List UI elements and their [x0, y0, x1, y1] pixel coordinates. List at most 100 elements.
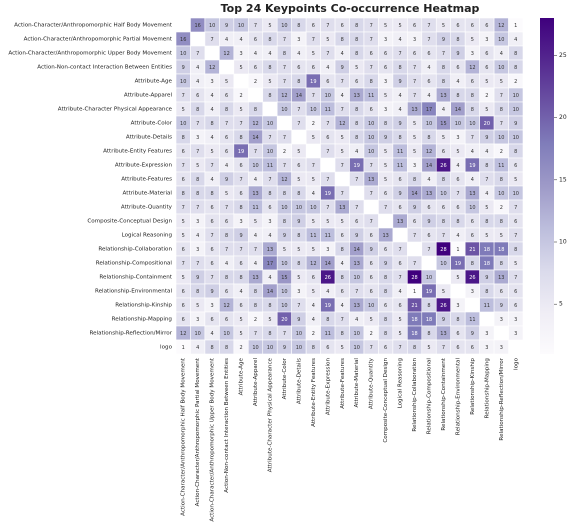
cell-label: 5	[442, 135, 445, 141]
cell-label: 3	[413, 37, 416, 43]
x-tick-label: Attribute-Features	[340, 358, 346, 409]
y-tick-label: Logical Reasoning	[122, 233, 173, 239]
cell-label: 8	[254, 107, 257, 113]
cell-label: 8	[283, 191, 286, 197]
cell-label: 7	[312, 163, 315, 169]
cell-label: 12	[209, 65, 215, 71]
cell-label: 5	[485, 233, 488, 239]
cell-label: 12	[339, 121, 345, 127]
cell-label: 4	[341, 303, 344, 309]
cell-label: 3	[456, 303, 459, 309]
cell-label: 8	[196, 289, 199, 295]
cell-label: 8	[456, 219, 459, 225]
cell-label: 10	[469, 121, 475, 127]
cell-label: 13	[354, 93, 360, 99]
colorbar-tick-label: 25	[559, 52, 567, 59]
cell-label: 12	[281, 177, 287, 183]
y-tick-label: logo	[160, 345, 173, 351]
cell-label: 10	[180, 79, 186, 85]
cell-label: 7	[355, 177, 358, 183]
cell-label: 6	[239, 191, 242, 197]
cell-label: 4	[312, 317, 315, 323]
cell-label: 7	[413, 261, 416, 267]
cell-label: 6	[182, 317, 185, 323]
cell-label: 5	[268, 79, 271, 85]
cell-label: 10	[354, 275, 360, 281]
cell-label: 19	[455, 261, 461, 267]
cell-label: 9	[196, 275, 199, 281]
cell-label: 8	[239, 205, 242, 211]
cell-label: 9	[211, 289, 214, 295]
cell-label: 4	[196, 79, 199, 85]
cell-label: 5	[239, 331, 242, 337]
cell-label: 6	[326, 135, 329, 141]
cell-label: 6	[211, 317, 214, 323]
cell-label: 11	[325, 233, 331, 239]
cell-label: 10	[281, 23, 287, 29]
cell-label: 7	[283, 65, 286, 71]
cell-label: 6	[384, 191, 387, 197]
cell-label: 4	[254, 177, 257, 183]
cell-label: 7	[514, 233, 517, 239]
cell-label: 5	[384, 93, 387, 99]
y-tick-label: Attribute-Character Physical Appearance	[58, 107, 173, 113]
cell-label: 16	[180, 37, 186, 43]
cell-label: 5	[239, 317, 242, 323]
cell-label: 6	[254, 65, 257, 71]
cell-label: 5	[297, 275, 300, 281]
cell-label: 5	[297, 149, 300, 155]
cell-label: 6	[500, 289, 503, 295]
cell-label: 1	[413, 289, 416, 295]
cell-label: 4	[239, 289, 242, 295]
cell-label: 5	[500, 233, 503, 239]
cell-label: 6	[399, 177, 402, 183]
cell-label: 7	[283, 37, 286, 43]
cell-label: 6	[514, 163, 517, 169]
y-tick-label: Relationship-Compositional	[96, 261, 173, 267]
cell-label: 9	[500, 303, 503, 309]
cell-label: 10	[281, 289, 287, 295]
cell-label: 4	[254, 51, 257, 57]
cell-label: 7	[427, 247, 430, 253]
cell-label: 19	[238, 149, 244, 155]
cell-label: 8	[196, 107, 199, 113]
cell-label: 6	[341, 289, 344, 295]
cell-label: 4	[211, 331, 214, 337]
x-tick-label: Action-Character/Anthropomorphic Upper B…	[210, 357, 216, 521]
cell-label: 7	[370, 191, 373, 197]
cell-label: 8	[297, 191, 300, 197]
cell-label: 19	[325, 303, 331, 309]
cell-label: 3	[514, 331, 517, 337]
cell-label: 10	[267, 345, 273, 351]
cell-label: 7	[283, 135, 286, 141]
cell-label: 18	[484, 247, 490, 253]
cell-label: 15	[281, 275, 287, 281]
cell-label: 10	[513, 93, 519, 99]
cell-label: 2	[514, 79, 517, 85]
x-tick-label: Relationship-Mapping	[484, 358, 490, 419]
cell-label: 26	[325, 275, 331, 281]
cell-label: 7	[211, 163, 214, 169]
cell-label: 8	[297, 79, 300, 85]
cell-label: 4	[312, 191, 315, 197]
cell-label: 6	[182, 247, 185, 253]
cell-label: 13	[426, 191, 432, 197]
cell-label: 5	[471, 37, 474, 43]
cell-label: 4	[341, 261, 344, 267]
cell-label: 6	[312, 275, 315, 281]
cell-label: 6	[485, 51, 488, 57]
cell-label: 3	[500, 317, 503, 323]
cell-label: 8	[514, 51, 517, 57]
cell-label: 4	[211, 93, 214, 99]
x-tick-label: Relationship-Kinship	[470, 358, 476, 415]
cell-label: 2	[283, 149, 286, 155]
cell-label: 5	[312, 289, 315, 295]
cell-label: 3	[196, 135, 199, 141]
cell-label: 11	[498, 163, 504, 169]
cell-label: 6	[471, 219, 474, 225]
cell-label: 7	[485, 177, 488, 183]
cell-label: 10	[310, 205, 316, 211]
y-tick-label: Attribute-Material	[123, 191, 173, 197]
cell-label: 4	[456, 163, 459, 169]
y-tick-label: Attribute-Apparel	[124, 93, 173, 99]
